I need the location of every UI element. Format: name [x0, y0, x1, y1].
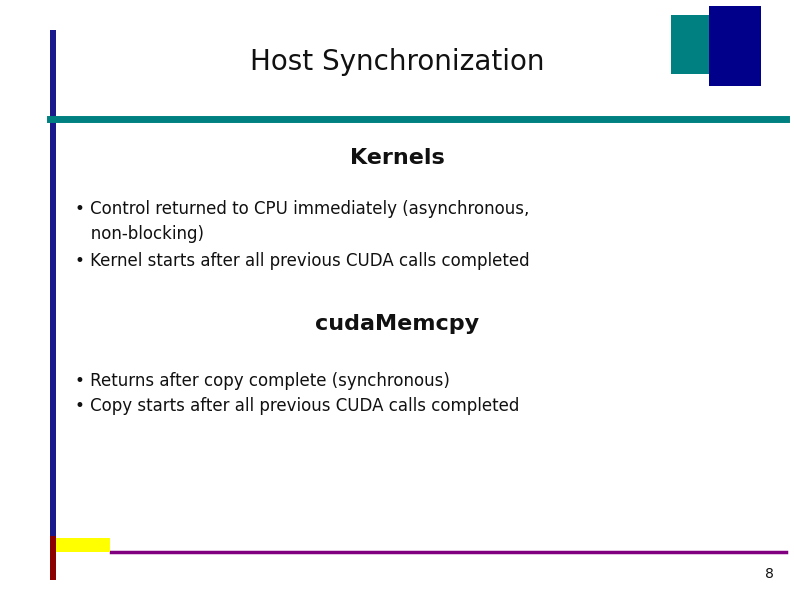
Bar: [709, 6, 761, 86]
Text: cudaMemcpy: cudaMemcpy: [315, 314, 479, 334]
Text: Host Synchronization: Host Synchronization: [250, 48, 544, 77]
Text: non-blocking): non-blocking): [75, 226, 204, 243]
Bar: [50, 538, 110, 552]
Bar: [50, 30, 56, 553]
Text: • Returns after copy complete (synchronous): • Returns after copy complete (synchrono…: [75, 372, 450, 390]
Text: 8: 8: [765, 567, 774, 581]
Text: • Kernel starts after all previous CUDA calls completed: • Kernel starts after all previous CUDA …: [75, 252, 530, 270]
Text: Kernels: Kernels: [349, 148, 445, 168]
Text: • Control returned to CPU immediately (asynchronous,: • Control returned to CPU immediately (a…: [75, 201, 530, 218]
Text: • Copy starts after all previous CUDA calls completed: • Copy starts after all previous CUDA ca…: [75, 397, 520, 415]
Bar: [671, 15, 754, 74]
Bar: [50, 536, 56, 580]
